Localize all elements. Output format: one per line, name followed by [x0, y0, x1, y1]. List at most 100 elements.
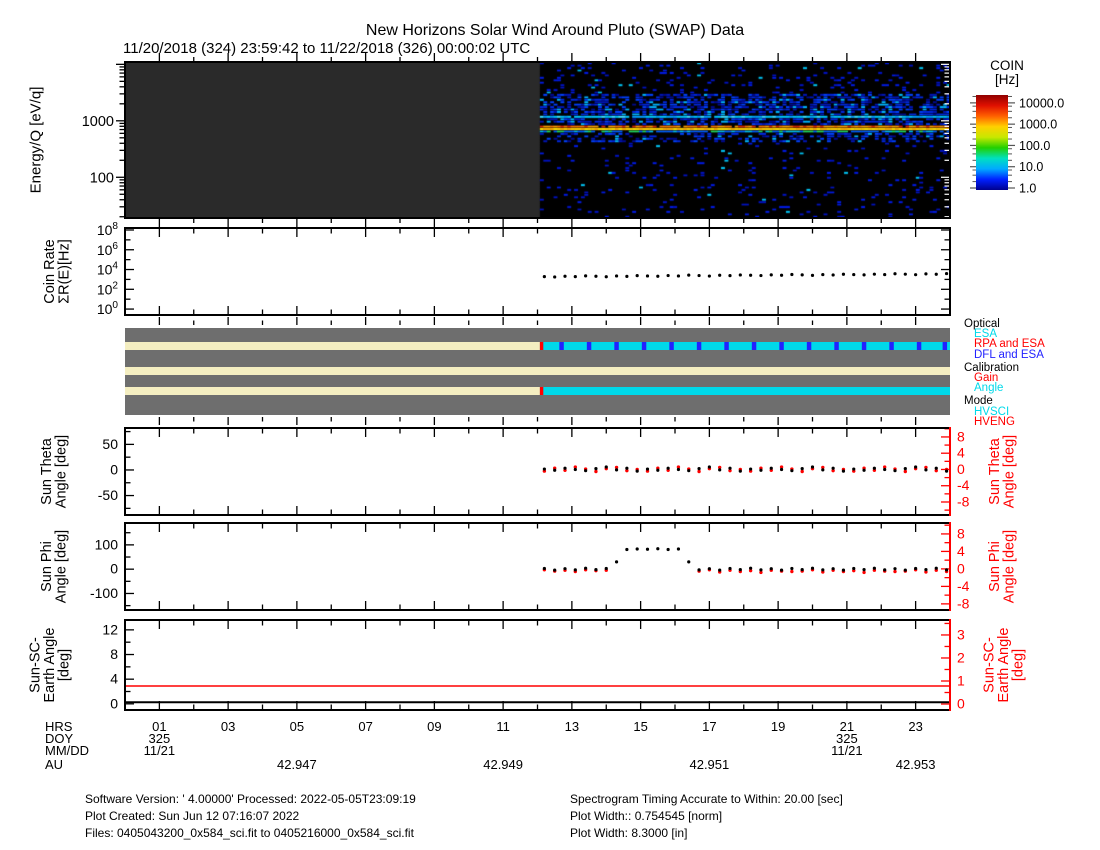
- svg-text:-100: -100: [90, 585, 118, 601]
- svg-text:05: 05: [290, 719, 304, 734]
- svg-text:100: 100: [90, 170, 114, 186]
- colorbar-title: COIN [Hz]: [966, 59, 1048, 87]
- legend-item-gain: Gain: [974, 372, 999, 385]
- svg-text:100: 100: [97, 300, 119, 317]
- footer-left: Software Version: ' 4.00000' Processed: …: [85, 791, 416, 842]
- colorbar-title-line2: [Hz]: [994, 72, 1019, 87]
- svg-text:42.949: 42.949: [483, 757, 523, 772]
- svg-text:Angle [deg]: Angle [deg]: [1001, 530, 1017, 603]
- legend-header-calibration: Calibration: [964, 361, 1019, 374]
- svg-text:42.953: 42.953: [896, 757, 936, 772]
- svg-text:-8: -8: [957, 493, 970, 509]
- svg-text:0: 0: [957, 560, 965, 576]
- xaxis-row-label-hrs: HRS: [45, 719, 73, 734]
- svg-text:-4: -4: [957, 477, 970, 493]
- xaxis-row-label-doy: DOY: [45, 731, 74, 746]
- svg-text:15: 15: [633, 719, 647, 734]
- svg-text:2: 2: [957, 649, 965, 665]
- xaxis-row-label-mmdd: MM/DD: [45, 743, 90, 758]
- svg-text:11/21: 11/21: [144, 743, 176, 758]
- xaxis-row-label-au: AU: [45, 757, 64, 772]
- svg-text:325: 325: [149, 731, 171, 746]
- svg-text:10.0: 10.0: [1019, 160, 1043, 174]
- svg-text:1.0: 1.0: [1019, 181, 1036, 195]
- svg-text:Earth Angle: Earth Angle: [42, 628, 58, 703]
- footer-plot-width-norm: Plot Width:: 0.754545 [norm]: [570, 809, 723, 823]
- legend-item-hveng: HVENG: [974, 416, 1015, 429]
- svg-text:42.947: 42.947: [277, 757, 317, 772]
- svg-text:8: 8: [110, 646, 118, 662]
- legend-item-hvsci: HVSCI: [974, 405, 1010, 418]
- svg-text:11: 11: [496, 719, 510, 734]
- svg-text:100: 100: [95, 536, 119, 552]
- svg-text:0: 0: [110, 695, 118, 711]
- svg-text:0: 0: [957, 696, 965, 712]
- svg-text:21: 21: [840, 719, 854, 734]
- svg-text:11/21: 11/21: [831, 743, 863, 758]
- svg-text:Sun-SC-: Sun-SC-: [28, 637, 44, 693]
- svg-text:4: 4: [957, 543, 965, 559]
- svg-text:Sun Theta: Sun Theta: [39, 437, 55, 505]
- legend-item-esa: ESA: [974, 327, 998, 340]
- svg-text:[deg]: [deg]: [1011, 649, 1027, 681]
- svg-text:0: 0: [110, 461, 118, 477]
- colorbar-title-line1: COIN: [990, 58, 1024, 73]
- plot-subtitle: 11/20/2018 (324) 23:59:42 to 11/22/2018 …: [123, 40, 531, 57]
- svg-text:3: 3: [957, 626, 965, 642]
- svg-text:09: 09: [427, 719, 441, 734]
- svg-text:108: 108: [97, 221, 119, 238]
- spectrogram-panel: 1000 100 Energy/Q [eV/q]: [28, 53, 951, 227]
- svg-text:17: 17: [702, 719, 716, 734]
- svg-text:106: 106: [97, 241, 119, 258]
- svg-text:4: 4: [957, 445, 965, 461]
- svg-text:-50: -50: [98, 487, 118, 503]
- footer-right: Spectrogram Timing Accurate to Within: 2…: [570, 791, 843, 842]
- footer-software-version: Software Version: ' 4.00000' Processed: …: [85, 792, 416, 806]
- plot-title: New Horizons Solar Wind Around Pluto (SW…: [365, 22, 745, 39]
- footer-timing-accuracy: Spectrogram Timing Accurate to Within: 2…: [570, 792, 843, 806]
- mode-legend: Optical ESA RPA and ESA DFL and ESA Cali…: [964, 316, 1098, 429]
- svg-text:42.951: 42.951: [689, 757, 729, 772]
- svg-text:1000: 1000: [82, 114, 114, 130]
- svg-text:50: 50: [102, 436, 118, 452]
- svg-text:Sun Phi: Sun Phi: [987, 541, 1003, 592]
- footer-plot-width-in: Plot Width: 8.3000 [in]: [570, 826, 688, 840]
- svg-text:4: 4: [110, 671, 118, 687]
- svg-text:Sun-SC-: Sun-SC-: [982, 637, 998, 693]
- legend-item-dfl-and-esa: DFL and ESA: [974, 348, 1044, 361]
- legend-header-optical: Optical: [964, 317, 1000, 330]
- svg-text:325: 325: [836, 731, 858, 746]
- svg-text:Angle [deg]: Angle [deg]: [53, 530, 69, 603]
- svg-text:-4: -4: [957, 578, 970, 594]
- svg-text:01: 01: [152, 719, 166, 734]
- svg-text:23: 23: [908, 719, 922, 734]
- svg-text:Sun Phi: Sun Phi: [39, 541, 55, 592]
- spectrogram-canvas: [125, 62, 950, 218]
- svg-text:07: 07: [358, 719, 372, 734]
- footer-files: Files: 0405043200_0x584_sci.fit to 04052…: [85, 826, 414, 840]
- colorbar: 10000.0 1000.0 100.0 10.0 1.0: [970, 95, 1064, 195]
- svg-text:[deg]: [deg]: [57, 649, 73, 681]
- footer-plot-created: Plot Created: Sun Jun 12 07:16:07 2022: [85, 809, 300, 823]
- svg-text:102: 102: [97, 280, 119, 297]
- legend-header-mode: Mode: [964, 395, 993, 408]
- svg-text:1: 1: [957, 672, 965, 688]
- mode-status-panel: [125, 317, 950, 425]
- svg-text:8: 8: [957, 525, 965, 541]
- svg-text:0: 0: [957, 461, 965, 477]
- svg-text:104: 104: [97, 261, 119, 278]
- svg-text:Energy/Q [eV/q]: Energy/Q [eV/q]: [28, 87, 45, 194]
- legend-item-rpa-and-esa: RPA and ESA: [974, 338, 1045, 351]
- svg-text:0: 0: [110, 561, 118, 577]
- svg-text:10000.0: 10000.0: [1019, 96, 1064, 110]
- svg-text:12: 12: [102, 621, 118, 637]
- svg-text:ΣR(E)[Hz]: ΣR(E)[Hz]: [56, 239, 72, 304]
- svg-text:Sun Theta: Sun Theta: [987, 437, 1003, 505]
